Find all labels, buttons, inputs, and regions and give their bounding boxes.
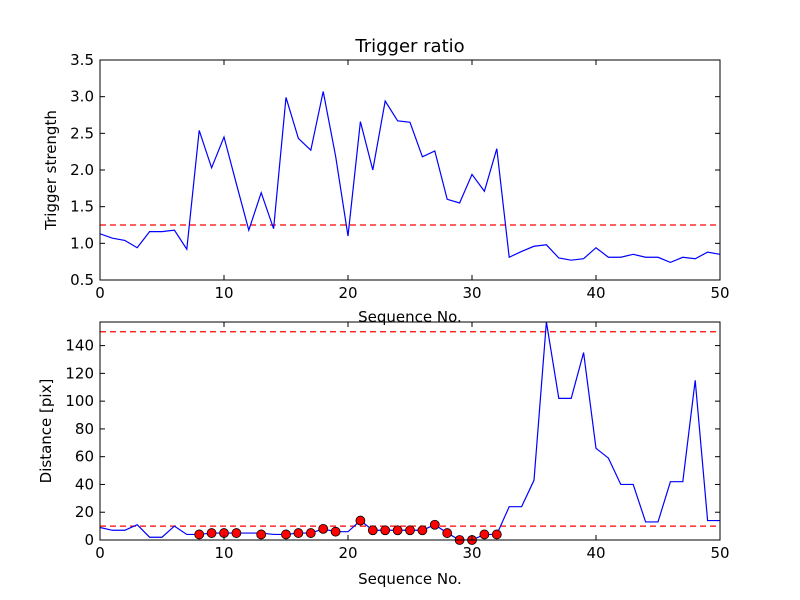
y-tick-label: 140 — [65, 337, 94, 355]
distance-axes: Sequence No. Distance [pix] 0 10 20 30 40 50 0… — [37, 321, 730, 588]
x-axis-label-bottom: Sequence No. — [358, 570, 462, 588]
y-tick-label: 1.0 — [70, 234, 94, 252]
y-tick-label: 20 — [75, 503, 94, 521]
data-point-marker — [330, 526, 341, 537]
x-tick-label: 40 — [586, 544, 605, 562]
data-point-marker — [281, 529, 291, 540]
data-point-marker — [429, 519, 440, 530]
data-point-marker — [355, 515, 366, 526]
y-axis-label-top: Trigger strength — [42, 110, 60, 231]
y-axis-label-bottom: Distance [pix] — [37, 379, 55, 484]
x-tick-label: 20 — [338, 544, 357, 562]
y-tick-label: 60 — [75, 448, 94, 466]
data-point-marker — [305, 528, 316, 538]
x-tick-label: 0 — [95, 284, 105, 302]
data-point-marker — [442, 528, 453, 538]
x-tick-label: 50 — [710, 544, 729, 562]
trigger-ratio-axes: Trigger ratio Sequence No. Trigger stren… — [42, 36, 730, 326]
y-tick-label: 40 — [75, 475, 94, 493]
data-point-marker — [380, 525, 391, 536]
data-point-marker — [367, 525, 378, 536]
x-tick-label: 10 — [214, 284, 233, 302]
x-tick-label: 40 — [586, 284, 605, 302]
y-tick-label: 2.5 — [70, 124, 94, 142]
x-tick-label: 0 — [95, 544, 105, 562]
y-tick-label: 100 — [65, 392, 94, 410]
y-tick-label: 0 — [84, 531, 94, 549]
y-tick-label: 0.5 — [70, 271, 94, 289]
y-tick-label: 2.0 — [70, 161, 94, 179]
data-point-marker — [405, 525, 415, 536]
x-tick-label: 10 — [214, 544, 233, 562]
data-point-marker — [479, 529, 490, 540]
data-point-marker — [318, 523, 329, 534]
x-tick-label: 50 — [710, 284, 729, 302]
y-tick-label: 3.5 — [70, 51, 94, 69]
y-tick-label: 3.0 — [70, 88, 94, 106]
y-tick-label: 80 — [75, 420, 94, 438]
data-point-marker — [417, 525, 428, 536]
chart-title: Trigger ratio — [354, 36, 464, 57]
x-tick-label: 30 — [462, 544, 481, 562]
data-point-marker — [293, 528, 304, 538]
data-point-marker — [256, 529, 267, 540]
axes-frame-bottom — [99, 321, 721, 541]
series-line-top-0 — [100, 91, 720, 264]
x-tick-label: 20 — [338, 284, 357, 302]
x-axis-label-top: Sequence No. — [358, 308, 462, 326]
data-point-marker — [206, 528, 217, 538]
y-tick-label: 120 — [65, 364, 94, 382]
data-point-marker — [392, 525, 403, 536]
data-point-marker — [491, 529, 502, 540]
y-tick-label: 1.5 — [70, 198, 94, 216]
x-tick-label: 30 — [462, 284, 481, 302]
data-point-marker — [194, 529, 205, 540]
data-point-marker — [231, 528, 242, 538]
